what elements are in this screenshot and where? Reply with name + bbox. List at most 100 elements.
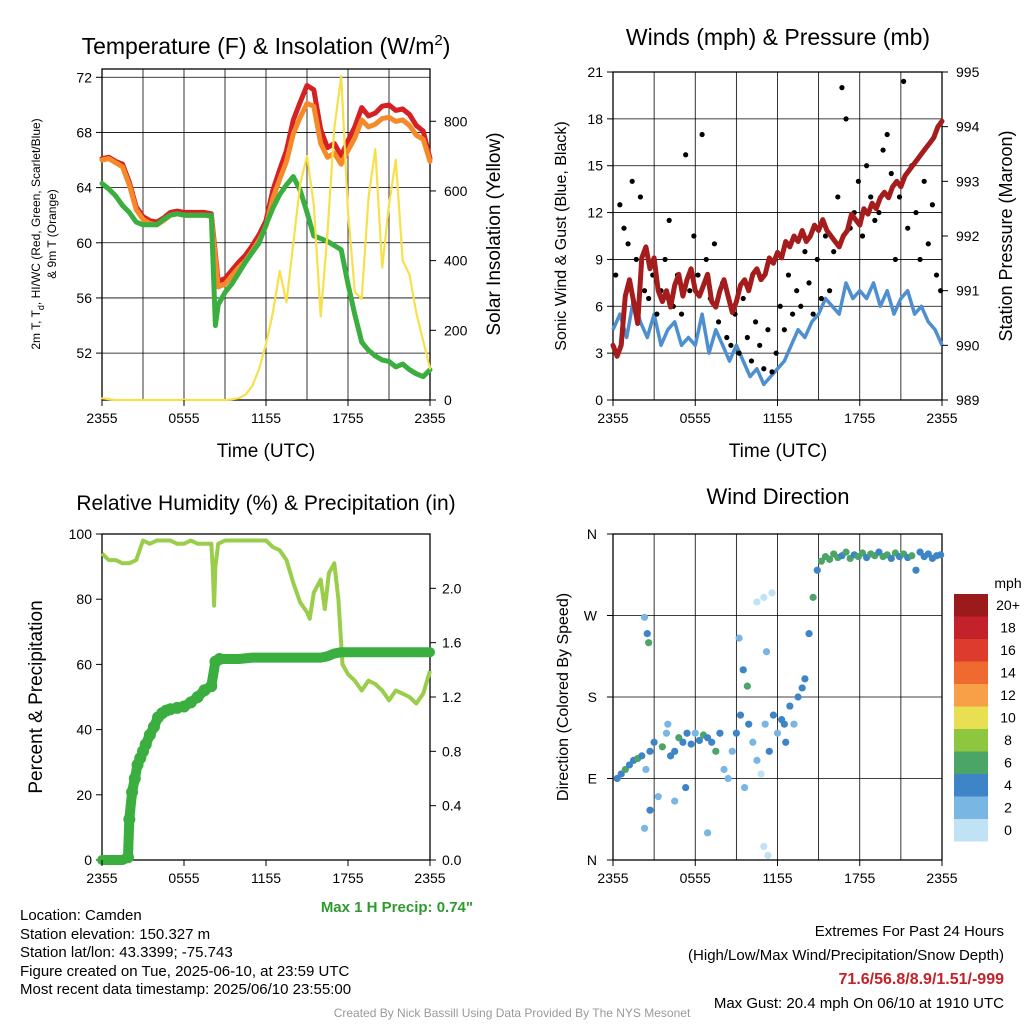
chart-title-temperature: Temperature (F) & Insolation (W/m2)	[82, 32, 451, 59]
colorbar-label: 20+	[996, 597, 1020, 613]
gust-point	[876, 209, 882, 216]
y-tick-label-right: 0.0	[442, 852, 462, 868]
colorbar-swatch	[954, 796, 988, 819]
gust-point	[843, 116, 849, 122]
direction-point	[765, 747, 773, 755]
direction-point	[642, 765, 650, 774]
direction-point	[687, 740, 695, 748]
direction-point	[664, 720, 672, 728]
y-tick-label-left: 6	[595, 298, 603, 314]
direction-point	[749, 738, 757, 746]
gust-point	[761, 366, 767, 372]
direction-point	[643, 630, 651, 638]
series-line-precipitation	[97, 647, 435, 865]
info-created: Figure created on Tue, 2025-06-10, at 23…	[20, 962, 350, 980]
x-tick-label: 0555	[168, 410, 199, 426]
x-tick-label: 1755	[332, 870, 363, 886]
y-tick-label-right: 800	[444, 113, 468, 129]
y-axis-label-left-humidity: Percent & Precipitation	[26, 600, 47, 793]
colorbar-title: mph	[994, 575, 1021, 591]
x-tick-label: 1755	[332, 410, 363, 426]
direction-point	[650, 738, 658, 746]
direction-point	[798, 684, 806, 692]
x-tick-label: 2355	[926, 870, 957, 886]
direction-point	[712, 747, 720, 755]
ylabel-rest: , HI/WC (Red, Green, Scarlet/Blue)	[29, 118, 43, 305]
direction-point	[720, 765, 728, 774]
gust-point	[629, 178, 635, 184]
direction-point	[768, 589, 776, 597]
y-tick-label-left: 3	[595, 345, 603, 361]
y-tick-label-left: 80	[76, 591, 92, 607]
gust-point	[765, 327, 771, 333]
y-tick-label-left: 21	[587, 64, 603, 80]
y-tick-label-right: 1.2	[442, 689, 462, 705]
info-elevation: Station elevation: 150.327 m	[20, 925, 211, 943]
x-tick-label: 1155	[762, 870, 792, 886]
gust-point	[715, 319, 722, 325]
direction-point	[753, 598, 761, 606]
colorbar-label: 10	[1000, 710, 1016, 726]
y-tick-label-right: 991	[956, 283, 980, 299]
direction-point	[671, 747, 679, 755]
gust-point	[703, 256, 709, 263]
colorbar-label: 14	[1000, 665, 1016, 681]
y-tick-label-right: 995	[956, 64, 980, 80]
colorbar-label: 6	[1004, 755, 1012, 771]
gust-point	[687, 288, 693, 294]
gust-point	[699, 131, 705, 138]
precip-point	[213, 652, 226, 665]
gust-point	[724, 334, 730, 341]
y-tick-label-left: 20	[76, 787, 92, 803]
colorbar-swatch	[954, 751, 988, 774]
direction-point	[735, 634, 743, 642]
direction-point	[646, 747, 654, 755]
y-tick-label-right: 0.4	[442, 798, 462, 814]
gust-point	[789, 311, 796, 317]
y-tick-label-left: 60	[76, 656, 92, 672]
direction-point	[805, 630, 813, 638]
gust-point	[748, 358, 755, 364]
info-latlon: Station lat/lon: 43.3399; -75.743	[20, 944, 233, 961]
credit-line: Created By Nick Bassill Using Data Provi…	[333, 1006, 691, 1020]
direction-point	[671, 797, 679, 805]
y-tick-label-left: 52	[76, 345, 92, 361]
direction-point	[762, 648, 771, 656]
direction-point	[782, 738, 790, 746]
x-tick-label: 1755	[844, 410, 875, 426]
direction-point	[724, 774, 732, 783]
colorbar-swatch	[954, 774, 988, 797]
y-tick-label-direction: E	[588, 771, 597, 787]
info-recent: Most recent data timestamp: 2025/06/10 2…	[20, 981, 352, 998]
series-line-td	[99, 174, 433, 380]
title-sup: 2	[434, 32, 442, 49]
y-tick-label-left: 72	[76, 69, 92, 85]
gust-point	[621, 225, 627, 231]
x-tick-label: 0555	[680, 870, 711, 886]
y-tick-label-left: 15	[587, 158, 603, 174]
colorbar-swatch	[954, 639, 988, 662]
direction-point	[708, 738, 716, 746]
precip-point	[139, 738, 152, 751]
colorbar-label: 12	[1000, 687, 1016, 703]
y-tick-label-direction: N	[587, 526, 597, 542]
precip-annotation: Max 1 H Precip: 0.74"	[321, 899, 473, 916]
gust-point	[880, 147, 886, 153]
x-tick-label: 0555	[168, 870, 199, 886]
direction-point	[646, 806, 654, 814]
y-tick-label-left: 0	[595, 392, 603, 408]
plot-frame-humidity	[101, 533, 431, 861]
gust-point	[637, 194, 644, 200]
gust-point	[794, 288, 800, 294]
gust-point	[691, 233, 697, 239]
gust-point	[826, 288, 833, 294]
direction-point	[761, 720, 769, 728]
x-tick-label: 2355	[414, 410, 445, 426]
y-tick-label-right: 1.6	[442, 635, 462, 651]
gust-point	[617, 202, 623, 208]
gust-point	[625, 241, 631, 247]
y-tick-label-left: 0	[84, 852, 92, 868]
colorbar-swatch	[954, 819, 988, 842]
direction-point	[757, 770, 765, 778]
direction-point	[654, 793, 662, 801]
